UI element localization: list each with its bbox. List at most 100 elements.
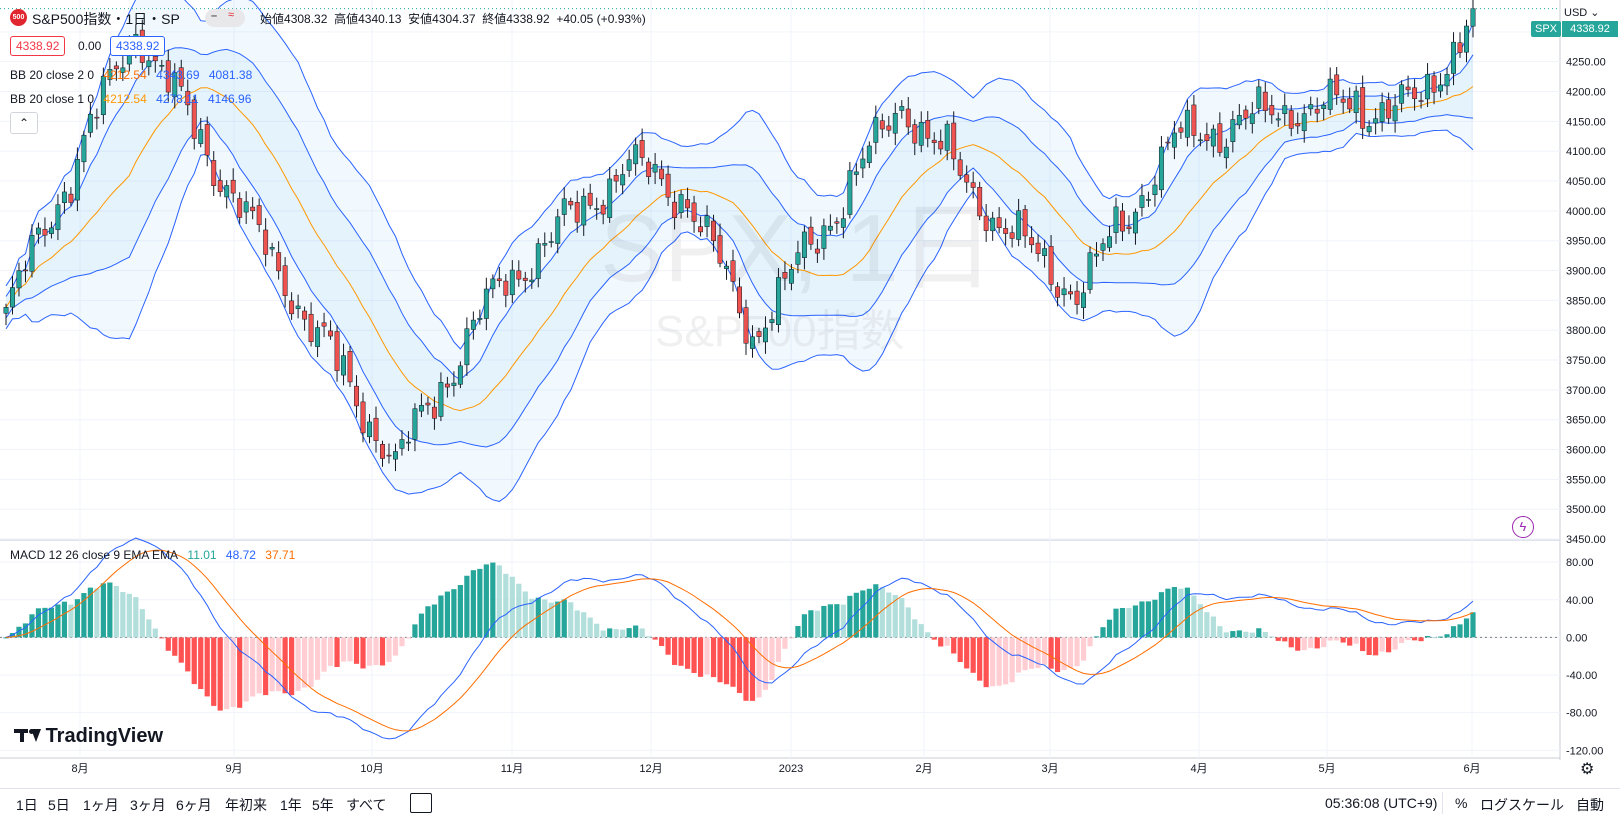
bb2-legend[interactable]: BB 20 close 2 0 4212.54 4343.69 4081.38 <box>10 68 258 82</box>
candle-body <box>250 206 256 212</box>
macd-histogram-bar <box>938 637 944 647</box>
logo-text: TradingView <box>45 725 164 747</box>
range-button-2[interactable]: 1ヶ月 <box>83 797 119 813</box>
macd-histogram-bar <box>1398 637 1405 644</box>
macd-tick-label: 0.00 <box>1566 632 1587 644</box>
candle-body <box>1152 184 1158 195</box>
macd-histogram-bar <box>48 607 55 638</box>
macd-histogram-bar <box>964 637 970 669</box>
candle-body <box>1275 118 1281 121</box>
range-button-8[interactable]: すべて <box>346 797 387 813</box>
macd-histogram-bar <box>308 637 314 687</box>
macd-histogram-bar <box>996 637 1002 686</box>
macd-histogram-bar <box>438 595 444 638</box>
bb1-legend[interactable]: BB 20 close 1 0 4212.54 4278.11 4146.96 <box>10 92 257 106</box>
candle-body <box>217 180 223 192</box>
macd-histogram-bar <box>1269 636 1275 638</box>
candle-body <box>659 168 665 180</box>
candle-body <box>685 199 691 209</box>
macd-histogram-bar <box>717 637 723 683</box>
collapse-legend-button[interactable]: ⌃ <box>10 112 38 134</box>
currency-menu[interactable]: USD ⌄ <box>1564 6 1600 19</box>
macd-histogram-bar <box>1243 631 1249 638</box>
watermark-ticker: SPX, 1日 <box>600 195 995 302</box>
macd-histogram-bar <box>957 637 963 663</box>
percent-toggle[interactable]: % <box>1455 795 1468 811</box>
calendar-icon[interactable] <box>410 793 432 813</box>
symbol-title[interactable]: S&P500指数・1日・SP <box>32 11 180 27</box>
last-price-tag: 4338.92 <box>1562 21 1618 37</box>
candle-body <box>386 454 392 457</box>
range-button-5[interactable]: 年初来 <box>225 797 267 813</box>
candle-body <box>29 235 35 272</box>
currency-label: USD <box>1564 7 1588 19</box>
candle-body <box>42 229 48 236</box>
time-tick-label: 12月 <box>639 763 662 775</box>
macd-histogram-bar <box>1132 605 1139 638</box>
candle-body <box>483 288 489 319</box>
macd-histogram-bar <box>1256 628 1262 638</box>
macd-histogram-bar <box>217 637 223 711</box>
macd-histogram-bar <box>801 614 808 638</box>
log-scale-toggle[interactable]: ログスケール <box>1480 797 1564 813</box>
clock[interactable]: 05:36:08 (UTC+9) <box>1325 795 1438 811</box>
candle-body <box>1256 86 1262 109</box>
candle-body <box>191 99 197 139</box>
candle-body <box>672 201 678 218</box>
price-tick-label: 3500.00 <box>1566 504 1606 516</box>
candle-body <box>821 225 827 249</box>
close-value: 4338.92 <box>506 12 550 26</box>
macd-histogram-bar <box>120 591 126 638</box>
candle-body <box>412 408 418 440</box>
macd-histogram-bar <box>1275 637 1281 641</box>
macd-histogram-bar <box>457 585 463 638</box>
bb1-basis: 4212.54 <box>103 92 147 106</box>
range-button-1[interactable]: 5日 <box>48 797 70 813</box>
candle-body <box>237 198 243 218</box>
candle-body <box>120 67 126 73</box>
sell-button[interactable]: 4338.92 <box>10 36 66 56</box>
visibility-toggle[interactable]: – ≈ <box>205 9 245 27</box>
candle-body <box>600 204 606 215</box>
lightning-icon[interactable]: ϟ <box>1512 516 1534 538</box>
macd-legend[interactable]: MACD 12 26 close 9 EMA EMA 11.01 48.72 3… <box>10 548 301 562</box>
candle-body <box>81 134 87 163</box>
macd-histogram-bar <box>1366 637 1372 656</box>
range-button-6[interactable]: 1年 <box>280 797 302 813</box>
macd-histogram-bar <box>542 599 548 638</box>
candle-body <box>380 444 385 459</box>
price-tick-label: 3650.00 <box>1566 415 1606 427</box>
high-label: 高値 <box>334 12 359 26</box>
candle-body <box>10 287 15 308</box>
macd-histogram-bar <box>808 610 814 638</box>
candle-body <box>1399 84 1405 104</box>
range-button-3[interactable]: 3ヶ月 <box>130 797 166 813</box>
macd-histogram-bar <box>581 612 587 638</box>
tradingview-logo[interactable]: TradingView <box>14 725 163 748</box>
candle-body <box>360 401 366 434</box>
candle-body <box>542 243 548 246</box>
range-button-4[interactable]: 6ヶ月 <box>176 797 212 813</box>
macd-histogram-bar <box>321 637 327 672</box>
candle-body <box>438 382 444 417</box>
macd-histogram-bar <box>243 637 249 702</box>
macd-histogram-bar <box>990 637 996 687</box>
auto-scale-toggle[interactable]: 自動 <box>1576 797 1604 813</box>
macd-histogram-bar <box>1249 632 1255 638</box>
range-button-7[interactable]: 5年 <box>312 797 334 813</box>
candle-body <box>1003 228 1009 234</box>
macd-histogram-bar <box>522 591 528 638</box>
range-button-0[interactable]: 1日 <box>16 797 38 813</box>
candle-body <box>711 220 716 242</box>
candle-body <box>866 145 872 163</box>
candle-body <box>1470 8 1476 27</box>
macd-histogram-bar <box>165 637 171 651</box>
settings-gear-icon[interactable]: ⚙ <box>1580 761 1595 778</box>
close-label: 終値 <box>482 12 507 26</box>
macd-histogram-bar <box>477 568 483 638</box>
candle-body <box>509 269 515 296</box>
macd-histogram-bar <box>1041 637 1048 665</box>
buy-button[interactable]: 4338.92 <box>110 36 166 56</box>
macd-histogram-bar <box>918 624 924 638</box>
